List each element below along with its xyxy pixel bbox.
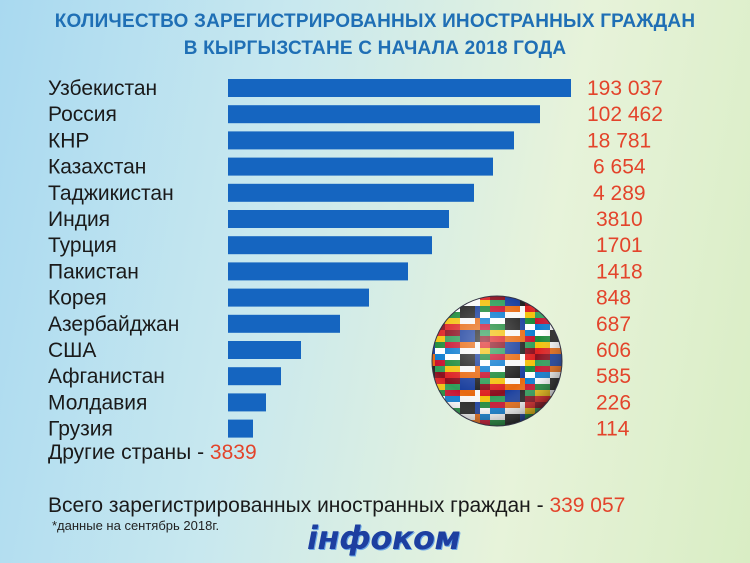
bar — [228, 262, 408, 281]
data-label: 687 — [596, 313, 631, 336]
category-label: Таджикистан — [48, 182, 174, 205]
category-label: Казахстан — [48, 156, 146, 179]
category-label: Пакистан — [48, 260, 139, 283]
data-label: 606 — [596, 339, 631, 362]
category-label: Афганистан — [48, 365, 165, 388]
bar — [228, 183, 474, 202]
bar — [228, 79, 571, 97]
category-label: Индия — [48, 208, 110, 231]
bar — [228, 210, 449, 228]
data-label: 1701 — [596, 234, 643, 257]
bar — [228, 157, 493, 176]
data-label: 102 462 — [587, 103, 663, 126]
category-label: КНР — [48, 129, 89, 152]
data-label: 848 — [596, 287, 631, 310]
other-countries: Другие страны - 3839 — [48, 441, 257, 465]
bar — [228, 288, 369, 307]
chart-title: КОЛИЧЕСТВО ЗАРЕГИСТРИРОВАННЫХ ИНОСТРАННЫ… — [0, 8, 750, 62]
bar — [228, 131, 514, 150]
bar — [228, 236, 432, 255]
category-label: Турция — [48, 234, 117, 257]
data-label: 3810 — [596, 208, 643, 231]
title-line-2: В КЫРГЫЗСТАНЕ С НАЧАЛА 2018 ГОДА — [183, 38, 567, 59]
data-label: 585 — [596, 365, 631, 388]
category-label: США — [48, 339, 96, 362]
category-label: Молдавия — [48, 391, 147, 414]
bar — [228, 393, 266, 412]
category-label: Азербайджан — [48, 313, 179, 336]
category-label: Грузия — [48, 418, 113, 441]
infokom-logo: інфоком — [307, 519, 461, 557]
total-label: Всего зарегистрированных иностранных гра… — [48, 494, 550, 517]
category-label: Корея — [48, 287, 107, 310]
bar — [228, 105, 540, 124]
category-label: Россия — [48, 103, 117, 126]
other-countries-value: 3839 — [209, 441, 257, 464]
data-label: 18 781 — [587, 129, 651, 152]
globe-flags-icon — [431, 295, 563, 427]
data-label: 4 289 — [593, 182, 646, 205]
category-label: Узбекистан — [48, 77, 157, 100]
bar — [228, 314, 340, 333]
data-note: *данные на сентябрь 2018г. — [52, 518, 220, 533]
bar — [228, 367, 281, 386]
data-label: 114 — [596, 418, 630, 441]
data-label: 1418 — [596, 260, 643, 283]
total-value: 339 057 — [549, 494, 626, 517]
data-label: 6 654 — [593, 156, 646, 179]
data-label: 226 — [596, 391, 631, 414]
other-countries-label: Другие страны - — [48, 441, 210, 464]
bar — [228, 341, 301, 359]
title-line-1: КОЛИЧЕСТВО ЗАРЕГИСТРИРОВАННЫХ ИНОСТРАННЫ… — [54, 11, 696, 32]
total-registered: Всего зарегистрированных иностранных гра… — [48, 494, 625, 518]
data-label: 193 037 — [587, 77, 663, 100]
bar — [228, 419, 253, 438]
